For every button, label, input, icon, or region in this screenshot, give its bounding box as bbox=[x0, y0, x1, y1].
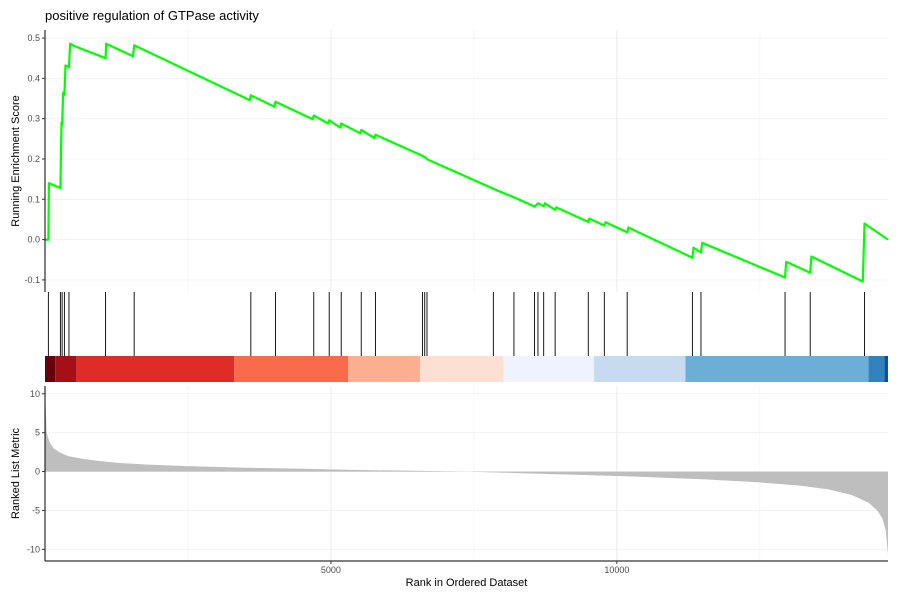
rank-color-segment bbox=[868, 356, 885, 382]
bottom-y-axis-label: Ranked List Metric bbox=[10, 427, 22, 519]
x-axis-label: Rank in Ordered Dataset bbox=[406, 577, 528, 589]
x-tick-label: 10000 bbox=[604, 565, 629, 575]
x-tick-label: 5000 bbox=[321, 565, 341, 575]
top-y-tick-label: 0.5 bbox=[27, 33, 40, 43]
rank-color-segment bbox=[45, 356, 56, 382]
rank-color-segment bbox=[685, 356, 869, 382]
rank-color-segment bbox=[348, 356, 421, 382]
rank-color-segment bbox=[503, 356, 595, 382]
rank-color-segment bbox=[76, 356, 235, 382]
rank-color-segment bbox=[594, 356, 686, 382]
top-y-tick-label: 0.1 bbox=[27, 194, 40, 204]
rank-color-segment bbox=[55, 356, 77, 382]
rank-color-segment bbox=[884, 356, 888, 382]
chart-title: positive regulation of GTPase activity bbox=[45, 8, 259, 23]
rank-color-segment bbox=[234, 356, 349, 382]
top-y-tick-label: -0.1 bbox=[24, 275, 40, 285]
top-y-tick-label: 0.0 bbox=[27, 235, 40, 245]
enrichment-score-line bbox=[45, 42, 889, 283]
ranked-metric-area bbox=[45, 389, 888, 555]
bottom-y-tick-label: 10 bbox=[30, 389, 40, 399]
top-y-tick-label: 0.3 bbox=[27, 114, 40, 124]
top-y-tick-label: 0.2 bbox=[27, 154, 40, 164]
bottom-y-tick-label: -5 bbox=[32, 505, 40, 515]
top-y-axis-label: Running Enrichment Score bbox=[10, 95, 22, 226]
top-y-tick-label: 0.4 bbox=[27, 73, 40, 83]
bottom-y-tick-label: 5 bbox=[35, 428, 40, 438]
rank-color-segment bbox=[420, 356, 504, 382]
bottom-y-tick-label: 0 bbox=[35, 467, 40, 477]
bottom-y-tick-label: -10 bbox=[27, 544, 40, 554]
